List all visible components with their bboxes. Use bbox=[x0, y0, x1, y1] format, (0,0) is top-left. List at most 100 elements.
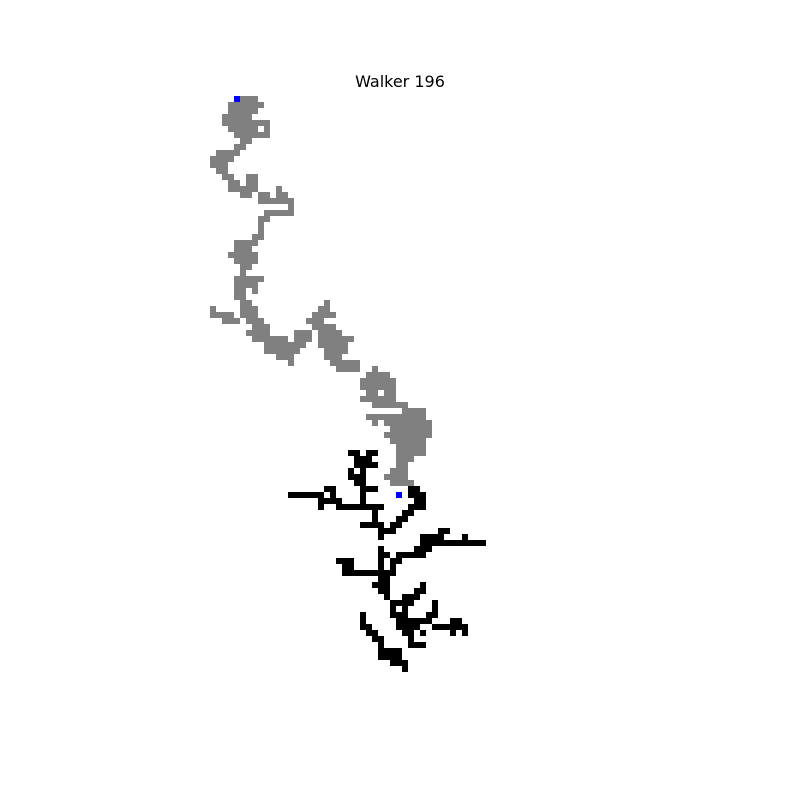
walker-cell bbox=[408, 438, 414, 444]
walker-cell bbox=[234, 120, 240, 126]
walker-cell bbox=[408, 444, 414, 450]
walker-cell bbox=[216, 168, 222, 174]
walker-cell bbox=[270, 342, 276, 348]
walker-cell bbox=[324, 342, 330, 348]
walker-cell bbox=[378, 414, 384, 420]
walker-cell bbox=[384, 432, 390, 438]
cluster-cell bbox=[390, 522, 396, 528]
cluster-cell bbox=[360, 462, 366, 468]
cluster-cell bbox=[408, 594, 414, 600]
cluster-cell bbox=[396, 618, 402, 624]
cluster-cell bbox=[378, 642, 384, 648]
cluster-cell bbox=[318, 504, 324, 510]
walker-cell bbox=[336, 342, 342, 348]
walker-cell bbox=[252, 132, 258, 138]
walker-cell bbox=[222, 156, 228, 162]
cluster-cell bbox=[336, 498, 342, 504]
cluster-cell bbox=[444, 528, 450, 534]
walker-cell bbox=[210, 162, 216, 168]
walker-cell bbox=[402, 474, 408, 480]
walker-cell bbox=[378, 402, 384, 408]
cluster-cell bbox=[372, 570, 378, 576]
cluster-cell bbox=[372, 516, 378, 522]
walker-cell bbox=[402, 420, 408, 426]
cluster-cell bbox=[480, 540, 486, 546]
walker-cell bbox=[288, 210, 294, 216]
walker-cell bbox=[234, 108, 240, 114]
cluster-cell bbox=[420, 618, 426, 624]
cluster-cell bbox=[342, 570, 348, 576]
walker-cell bbox=[252, 318, 258, 324]
cluster-cell bbox=[318, 492, 324, 498]
cluster-cell bbox=[462, 630, 468, 636]
cluster-cell bbox=[468, 540, 474, 546]
walker-cell bbox=[240, 144, 246, 150]
cluster-cell bbox=[342, 504, 348, 510]
walker-cell bbox=[318, 336, 324, 342]
walker-cell bbox=[228, 156, 234, 162]
cluster-cell bbox=[384, 582, 390, 588]
walker-cell bbox=[288, 354, 294, 360]
walker-cell bbox=[330, 342, 336, 348]
walker-cell bbox=[270, 336, 276, 342]
walker-cell bbox=[414, 408, 420, 414]
marker-cell bbox=[234, 96, 240, 102]
walker-cell bbox=[252, 336, 258, 342]
walker-cell bbox=[384, 396, 390, 402]
walker-cell bbox=[240, 246, 246, 252]
walker-cell bbox=[246, 300, 252, 306]
walker-cell bbox=[390, 402, 396, 408]
cluster-cell bbox=[360, 624, 366, 630]
cluster-cell bbox=[402, 630, 408, 636]
walker-cell bbox=[354, 360, 360, 366]
walker-cell bbox=[222, 150, 228, 156]
cluster-cell bbox=[420, 642, 426, 648]
walker-cell bbox=[414, 444, 420, 450]
cluster-cell bbox=[426, 618, 432, 624]
cluster-cell bbox=[462, 534, 468, 540]
cluster-cell bbox=[414, 624, 420, 630]
walker-cell bbox=[372, 366, 378, 372]
cluster-cell bbox=[408, 510, 414, 516]
cluster-cell bbox=[408, 486, 414, 492]
walker-cell bbox=[258, 228, 264, 234]
walker-cell bbox=[246, 282, 252, 288]
walker-cell bbox=[228, 180, 234, 186]
walker-cell bbox=[414, 450, 420, 456]
cluster-cell bbox=[360, 468, 366, 474]
cluster-cell bbox=[420, 552, 426, 558]
walker-cell bbox=[216, 150, 222, 156]
walker-cell bbox=[402, 432, 408, 438]
walker-cell bbox=[252, 312, 258, 318]
cluster-cell bbox=[402, 624, 408, 630]
walker-cell bbox=[408, 408, 414, 414]
walker-cell bbox=[372, 372, 378, 378]
cluster-cell bbox=[366, 522, 372, 528]
walker-cell bbox=[408, 420, 414, 426]
cluster-cell bbox=[306, 492, 312, 498]
walker-cell bbox=[294, 336, 300, 342]
walker-cell bbox=[240, 114, 246, 120]
walker-cell bbox=[246, 126, 252, 132]
walker-cell bbox=[390, 390, 396, 396]
cluster-cell bbox=[402, 516, 408, 522]
walker-cell bbox=[396, 420, 402, 426]
walker-cell bbox=[264, 330, 270, 336]
walker-cell bbox=[252, 102, 258, 108]
walker-cell bbox=[270, 210, 276, 216]
walker-cell bbox=[402, 462, 408, 468]
cluster-cell bbox=[408, 552, 414, 558]
cluster-cell bbox=[396, 648, 402, 654]
cluster-cell bbox=[438, 540, 444, 546]
walker-cell bbox=[252, 252, 258, 258]
cluster-cell bbox=[354, 462, 360, 468]
cluster-cell bbox=[450, 540, 456, 546]
walker-cell bbox=[240, 276, 246, 282]
walker-cell bbox=[264, 348, 270, 354]
cluster-cell bbox=[324, 498, 330, 504]
walker-cell bbox=[264, 336, 270, 342]
walker-cell bbox=[372, 378, 378, 384]
cluster-cell bbox=[402, 660, 408, 666]
cluster-cell bbox=[408, 636, 414, 642]
